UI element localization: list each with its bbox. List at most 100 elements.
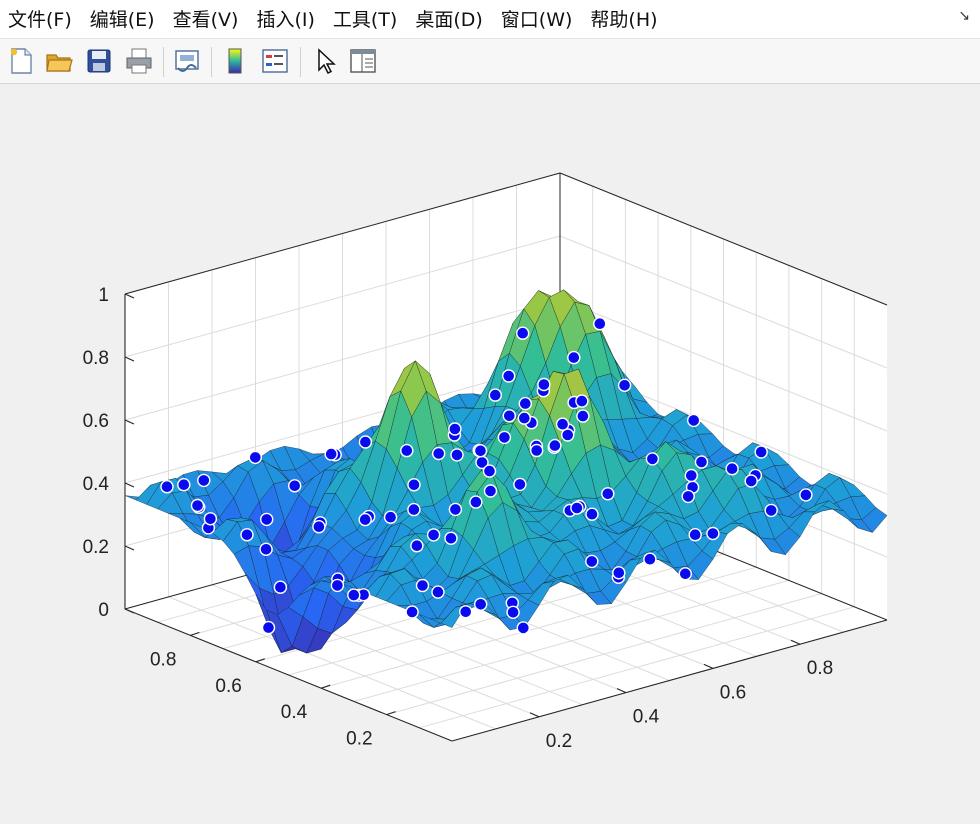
z-tick <box>124 293 135 299</box>
x-tick-label: 0.8 <box>807 658 833 679</box>
toolbar-separator <box>163 47 164 77</box>
data-point <box>506 605 520 619</box>
data-point <box>288 479 302 493</box>
grid-line <box>124 361 561 484</box>
data-point <box>601 487 615 501</box>
data-point <box>261 620 276 635</box>
y-axis-line <box>124 608 453 742</box>
save-disk-icon[interactable] <box>84 46 114 76</box>
menu-desktop[interactable]: 桌面(D) <box>415 9 483 31</box>
data-point <box>530 443 544 458</box>
y-tick-label: 0.8 <box>150 649 176 670</box>
data-point <box>473 444 488 458</box>
data-point <box>203 512 218 526</box>
y-tick <box>255 658 265 663</box>
menu-insert[interactable]: 插入(I) <box>256 9 315 31</box>
z-tick-label: 0 <box>98 600 109 621</box>
pointer-arrow-icon[interactable] <box>310 46 340 76</box>
data-point <box>431 585 445 599</box>
data-point <box>444 531 458 545</box>
menu-file[interactable]: 文件(F) <box>8 9 72 31</box>
menu-help[interactable]: 帮助(H) <box>590 9 658 31</box>
data-point <box>177 478 191 492</box>
data-point <box>312 520 326 534</box>
z-tick-label: 1 <box>98 285 109 306</box>
y-tick <box>321 684 331 689</box>
data-point <box>502 369 516 383</box>
data-point <box>744 474 758 488</box>
data-point <box>706 526 720 541</box>
x-tick <box>529 712 540 718</box>
x-tick-label: 0.4 <box>633 707 660 728</box>
link-plot-icon[interactable] <box>172 46 202 76</box>
data-point <box>407 478 421 492</box>
data-point <box>474 597 488 611</box>
x-tick <box>616 688 627 694</box>
data-point <box>567 350 581 365</box>
data-point <box>160 480 174 494</box>
data-point <box>459 605 473 619</box>
data-point <box>516 326 530 340</box>
menu-view[interactable]: 查看(V) <box>172 9 239 31</box>
dock-arrow-icon[interactable]: ↘ <box>958 8 970 24</box>
z-tick <box>124 419 135 425</box>
box-edge <box>124 172 561 295</box>
grid-line <box>124 298 561 421</box>
printer-icon[interactable] <box>124 46 154 76</box>
data-point <box>358 512 372 527</box>
data-point <box>410 539 424 553</box>
data-point <box>576 409 590 423</box>
data-point <box>617 378 632 392</box>
grid-line <box>124 235 561 358</box>
data-point <box>415 578 430 593</box>
panel-icon[interactable] <box>348 46 378 76</box>
figure-toolbar <box>0 39 980 84</box>
data-point <box>678 567 692 581</box>
menu-bar: 文件(F) 编辑(E) 查看(V) 插入(I) 工具(T) 桌面(D) 窗口(W… <box>0 0 980 39</box>
y-tick <box>386 711 396 716</box>
data-point <box>407 502 421 517</box>
z-tick-label: 0.8 <box>83 348 109 369</box>
data-point <box>585 554 599 569</box>
x-tick <box>703 663 714 669</box>
data-point <box>497 430 512 445</box>
data-point <box>469 495 483 509</box>
surface-plot[interactable]: 0 0.2 0.4 0.6 0.8 1 0.2 0.4 0.6 0.8 0.2 0.4 0.6 0.8 <box>0 84 980 820</box>
data-point <box>585 507 599 521</box>
data-point <box>612 566 626 580</box>
data-point <box>383 510 398 524</box>
x-tick <box>790 639 801 645</box>
z-tick <box>124 608 135 614</box>
colorbar-icon[interactable] <box>220 46 250 76</box>
data-point <box>330 578 345 593</box>
open-folder-icon[interactable] <box>44 46 74 76</box>
data-point <box>400 443 414 458</box>
data-point <box>516 621 530 635</box>
new-document-icon[interactable] <box>6 46 36 76</box>
data-point <box>555 417 570 431</box>
menu-edit[interactable]: 编辑(E) <box>89 9 155 31</box>
data-point <box>687 413 701 428</box>
z-tick <box>124 545 135 551</box>
toolbar-separator <box>300 47 301 77</box>
data-point <box>575 394 589 408</box>
data-point <box>688 528 702 542</box>
data-point <box>248 450 263 465</box>
data-point <box>240 528 254 542</box>
data-point <box>570 501 584 515</box>
data-point <box>448 422 462 436</box>
data-point <box>754 445 768 459</box>
data-point <box>358 435 373 449</box>
data-point <box>347 588 361 602</box>
menu-tools[interactable]: 工具(T) <box>332 9 398 31</box>
data-point <box>197 473 211 488</box>
legend-icon[interactable] <box>260 46 290 76</box>
y-tick-label: 0.6 <box>215 676 241 697</box>
data-point <box>537 377 551 392</box>
z-tick-label: 0.6 <box>83 411 109 432</box>
menu-window[interactable]: 窗口(W) <box>500 9 573 31</box>
data-point <box>432 446 446 461</box>
z-tick-label: 0.4 <box>83 474 110 495</box>
y-tick-label: 0.4 <box>281 702 308 723</box>
data-point <box>324 447 338 461</box>
